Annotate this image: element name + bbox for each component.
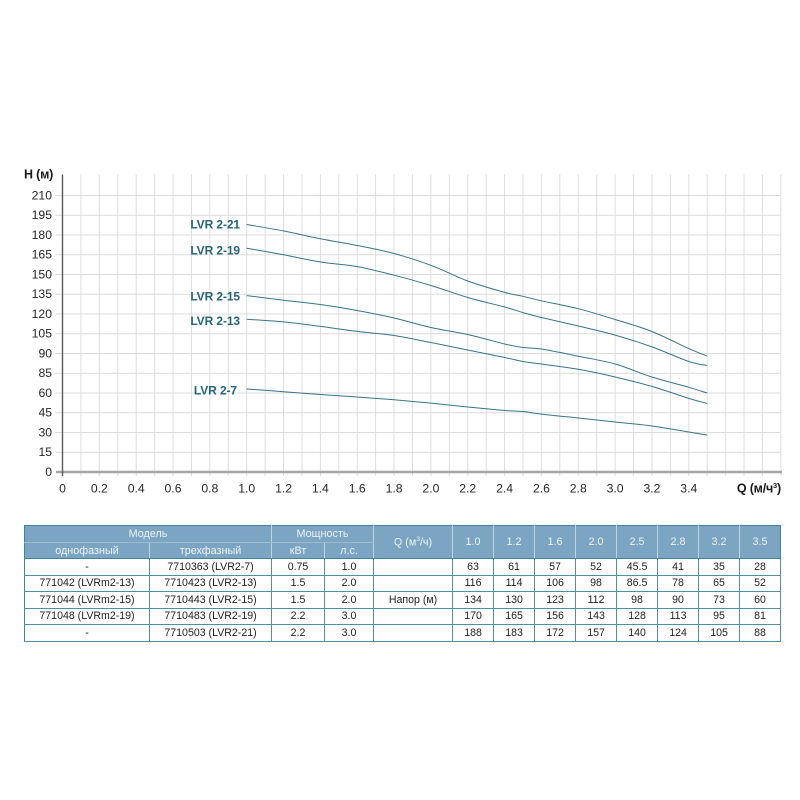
svg-text:90: 90 bbox=[38, 346, 52, 360]
svg-text:LVR 2-21: LVR 2-21 bbox=[190, 218, 240, 232]
svg-text:105: 105 bbox=[32, 327, 53, 341]
svg-text:LVR 2-19: LVR 2-19 bbox=[190, 244, 240, 258]
svg-text:LVR 2-13: LVR 2-13 bbox=[190, 314, 240, 328]
svg-text:0.6: 0.6 bbox=[165, 482, 182, 496]
svg-text:3.2: 3.2 bbox=[643, 482, 660, 496]
svg-text:180: 180 bbox=[32, 228, 53, 242]
svg-text:2.4: 2.4 bbox=[496, 482, 513, 496]
svg-text:1.8: 1.8 bbox=[386, 482, 403, 496]
svg-text:1.0: 1.0 bbox=[238, 482, 255, 496]
svg-text:45: 45 bbox=[38, 406, 52, 420]
svg-text:H (м): H (м) bbox=[24, 168, 53, 182]
svg-text:30: 30 bbox=[38, 425, 52, 439]
svg-text:LVR 2-7: LVR 2-7 bbox=[194, 384, 238, 398]
svg-text:2.6: 2.6 bbox=[533, 482, 550, 496]
svg-text:165: 165 bbox=[32, 248, 53, 262]
svg-text:85: 85 bbox=[38, 366, 52, 380]
svg-text:135: 135 bbox=[32, 287, 53, 301]
svg-text:0.4: 0.4 bbox=[128, 482, 145, 496]
svg-text:195: 195 bbox=[32, 208, 53, 222]
svg-text:0: 0 bbox=[59, 482, 66, 496]
svg-text:150: 150 bbox=[32, 267, 53, 281]
svg-text:1.6: 1.6 bbox=[349, 482, 366, 496]
svg-text:0.8: 0.8 bbox=[201, 482, 218, 496]
svg-text:Q (м/ч3): Q (м/ч3) bbox=[737, 481, 781, 496]
svg-text:60: 60 bbox=[38, 386, 52, 400]
svg-text:2.8: 2.8 bbox=[570, 482, 587, 496]
svg-text:210: 210 bbox=[32, 188, 53, 202]
svg-text:1.4: 1.4 bbox=[312, 482, 329, 496]
svg-text:0.2: 0.2 bbox=[91, 482, 108, 496]
svg-text:120: 120 bbox=[32, 307, 53, 321]
svg-text:1.2: 1.2 bbox=[275, 482, 292, 496]
svg-text:15: 15 bbox=[38, 445, 52, 459]
svg-text:0: 0 bbox=[45, 465, 52, 479]
svg-text:3.0: 3.0 bbox=[607, 482, 624, 496]
svg-text:2.0: 2.0 bbox=[422, 482, 439, 496]
svg-text:2.2: 2.2 bbox=[459, 482, 476, 496]
svg-text:LVR 2-15: LVR 2-15 bbox=[190, 289, 240, 303]
svg-text:3.4: 3.4 bbox=[680, 482, 697, 496]
